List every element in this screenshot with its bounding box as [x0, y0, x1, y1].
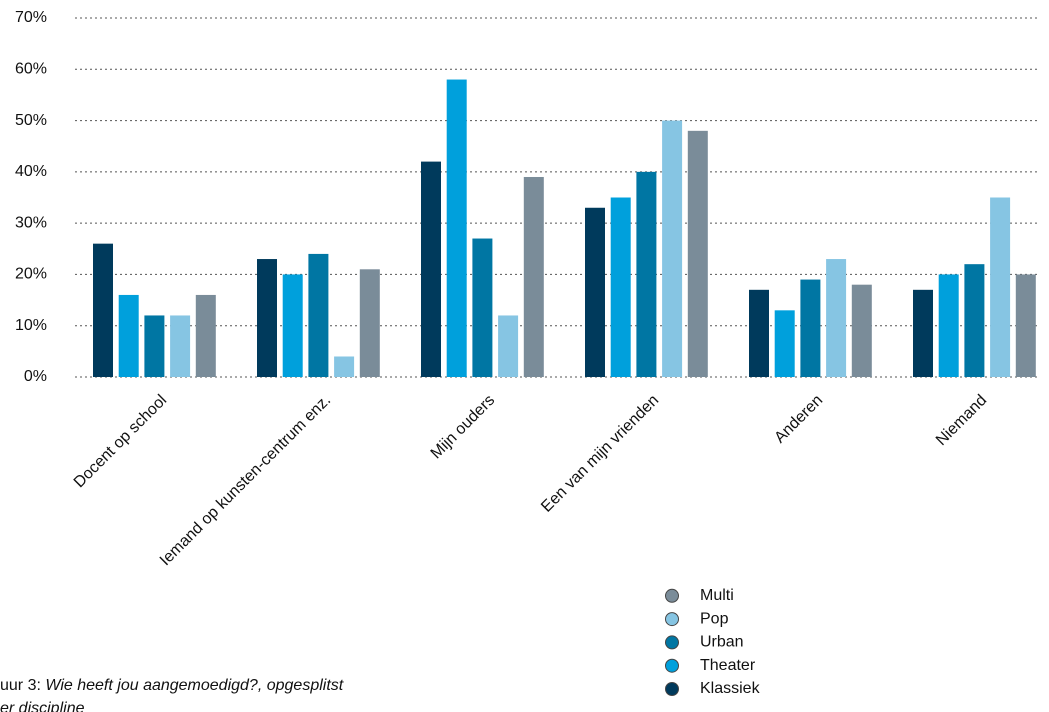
legend-marker — [665, 682, 679, 696]
x-tick-label: Docent op school — [71, 392, 170, 491]
bar — [938, 274, 959, 377]
legend-label: Multi — [700, 587, 734, 604]
y-tick-label: 50% — [15, 112, 47, 129]
caption-text: Wie heeft jou aangemoedigd?, opgesplitst — [45, 677, 343, 694]
bar — [282, 274, 303, 377]
caption-label: uur 3: — [0, 677, 41, 694]
x-tick-label: Iemand op kunsten-centrum enz. — [157, 392, 334, 569]
bar — [662, 120, 683, 378]
legend-marker — [665, 612, 679, 627]
y-tick-label: 60% — [15, 61, 47, 78]
y-tick-label: 30% — [15, 214, 47, 231]
bar — [498, 315, 519, 377]
bar — [170, 315, 191, 377]
bar — [990, 197, 1011, 377]
legend-marker — [665, 588, 679, 603]
y-tick-label: 40% — [15, 163, 47, 180]
bar — [118, 294, 139, 377]
legend-label: Klassiek — [700, 680, 761, 697]
x-tick-label: Niemand — [933, 392, 990, 449]
bar — [913, 289, 933, 377]
legend-label: Pop — [700, 610, 729, 627]
y-tick-label: 10% — [15, 317, 47, 334]
bar — [1015, 274, 1036, 377]
bar — [421, 161, 441, 377]
x-tick-label: Mijn ouders — [428, 392, 499, 463]
caption-text-2: er discipline — [0, 700, 85, 712]
legend-label: Urban — [700, 634, 744, 651]
x-tick-label: Anderen — [771, 392, 826, 447]
legend-label: Theater — [700, 657, 756, 674]
y-tick-label: 70% — [15, 9, 47, 26]
legend-marker — [665, 635, 679, 650]
bar — [359, 269, 380, 377]
legend-marker — [665, 658, 679, 673]
bar — [964, 264, 985, 377]
bar — [472, 238, 493, 377]
bar — [826, 259, 847, 377]
bar — [610, 197, 631, 377]
bar — [195, 294, 216, 377]
bar — [800, 279, 821, 377]
bar — [446, 79, 467, 378]
bar — [687, 130, 708, 377]
bar — [523, 176, 544, 377]
bar — [308, 253, 329, 377]
bar — [334, 356, 355, 377]
bar — [636, 171, 657, 377]
bar — [585, 207, 605, 377]
bar — [257, 259, 277, 377]
bar — [93, 243, 113, 377]
bar — [144, 315, 165, 377]
y-tick-label: 20% — [15, 266, 47, 283]
bar — [851, 284, 872, 377]
x-tick-label: Een van mijn vrienden — [538, 392, 662, 516]
caption: uur 3: Wie heeft jou aangemoedigd?, opge… — [0, 677, 344, 694]
bar — [749, 289, 769, 377]
bar — [774, 310, 795, 377]
y-tick-label: 0% — [24, 368, 47, 385]
